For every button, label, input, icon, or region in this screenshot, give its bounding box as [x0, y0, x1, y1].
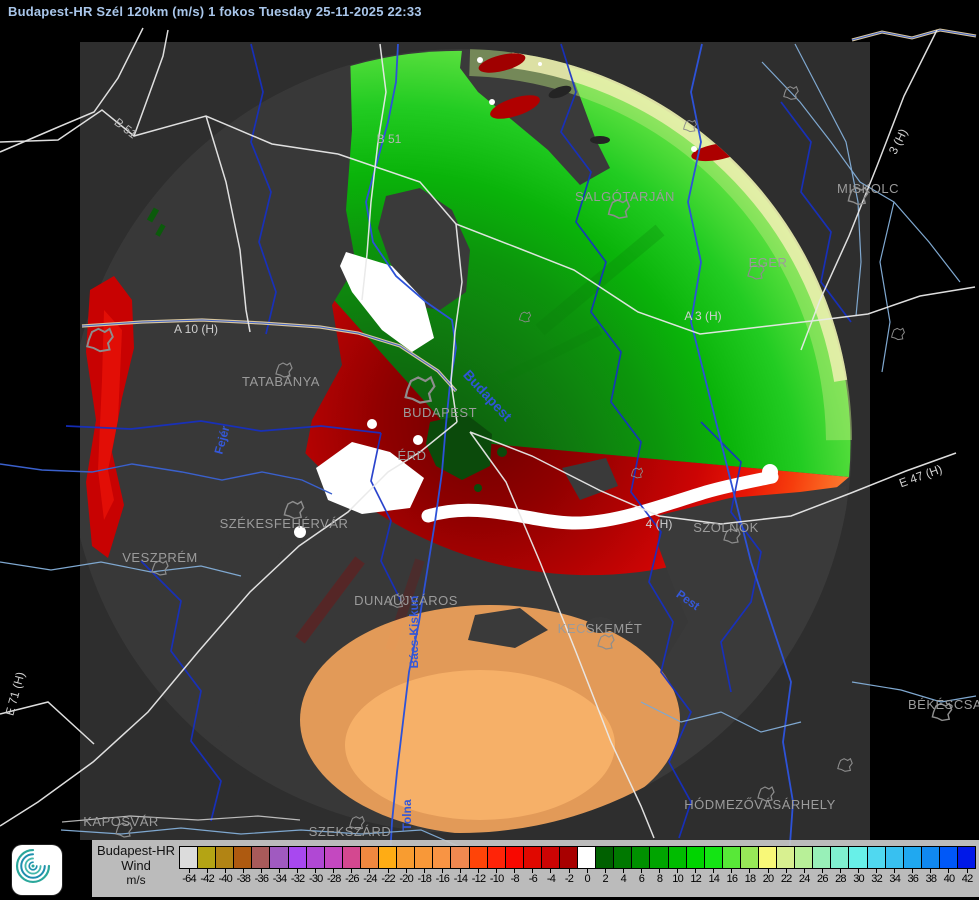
legend-step: -2 [558, 846, 579, 885]
city-label-szekesfehervar: SZÉKESFEHÉRVÁR [220, 516, 349, 531]
legend-step: 4 [613, 846, 633, 885]
legend-unit: m/s [126, 873, 146, 887]
legend-step: 14 [703, 846, 723, 885]
road-label-e71: E 71 (H) [2, 670, 27, 717]
legend-step: 42 [957, 846, 977, 885]
legend-step: 8 [649, 846, 669, 885]
legend-step: -30 [305, 846, 325, 885]
legend-parameter: Wind [121, 858, 151, 873]
legend-step: 40 [938, 846, 959, 885]
legend-step: 30 [848, 846, 868, 885]
legend-step: 2 [595, 846, 615, 885]
legend-step: -14 [450, 846, 470, 885]
region-label-tolna: Tolna [400, 799, 414, 830]
city-label-szolnok: SZOLNOK [693, 520, 759, 535]
legend-step: 28 [830, 846, 850, 885]
city-label-kaposvar: KAPOSVÁR [83, 814, 159, 829]
legend-step: -28 [323, 846, 343, 885]
legend-step: -34 [269, 846, 289, 885]
city-label-bekescsaba: BÉKÉSCSABA [908, 697, 979, 712]
road-label-a3: A 3 (H) [684, 309, 721, 323]
legend-step: -10 [486, 846, 506, 885]
road-label-4h: 4 (H) [646, 517, 673, 531]
legend-step: -36 [251, 846, 271, 885]
legend-step: -42 [197, 846, 217, 885]
legend-step: 26 [812, 846, 832, 885]
legend-step: 12 [685, 846, 705, 885]
legend-step: 24 [794, 846, 814, 885]
met-logo [12, 845, 62, 895]
legend-step: 38 [920, 846, 940, 885]
city-labels: SALGÓTARJÁN MISKOLC EGER TATABÁNYA BUDAP… [83, 181, 979, 839]
legend-step: -38 [233, 846, 253, 885]
legend-step: 36 [902, 846, 922, 885]
legend-product-block: Budapest-HR Wind m/s [92, 843, 180, 888]
legend-step: 34 [884, 846, 904, 885]
legend-product-name: Budapest-HR [96, 843, 176, 858]
legend-step: 18 [739, 846, 759, 885]
legend-step: -64 [179, 846, 199, 885]
legend-scale: -64 -42 -40 -38 -36 -34 -32 -30 -28 -26 -24 -22 -20-… [179, 846, 977, 885]
legend-step: -12 [468, 846, 488, 885]
legend-step: -6 [522, 846, 542, 885]
city-label-miskolc: MISKOLC [837, 181, 899, 196]
legend-step: -32 [287, 846, 307, 885]
road-label-b51-north: B 51 [377, 132, 402, 146]
legend-step: -18 [414, 846, 434, 885]
legend-step: 10 [667, 846, 687, 885]
legend-step: 0 [577, 846, 597, 885]
city-label-eger: EGER [749, 255, 788, 270]
city-label-budapest: BUDAPEST [403, 405, 477, 420]
legend-step: -16 [432, 846, 452, 885]
legend-step: 20 [758, 846, 778, 885]
legend-step: -22 [378, 846, 398, 885]
legend-step: -24 [359, 846, 380, 885]
city-label-tatabanya: TATABÁNYA [242, 374, 320, 389]
city-label-salgotarjan: SALGÓTARJÁN [575, 189, 675, 204]
city-label-veszprem: VESZPRÉM [122, 550, 198, 565]
city-label-szekszard: SZEKSZÁRD [309, 824, 392, 839]
legend-step: -40 [215, 846, 235, 885]
map-area [80, 42, 870, 840]
legend-step: -20 [396, 846, 416, 885]
city-label-hodmezovasarhely: HÓDMEZŐVÁSÁRHELY [684, 797, 836, 812]
legend-step: 6 [631, 846, 651, 885]
legend-step: 32 [866, 846, 886, 885]
legend-bar: Budapest-HR Wind m/s -64 -42 -40 -38 -36 -34-… [92, 840, 979, 897]
legend-step: 16 [721, 846, 741, 885]
title-bar: Budapest-HR Szél 120km (m/s) 1 fokos Tue… [8, 4, 422, 19]
legend-step: 22 [776, 846, 796, 885]
city-label-erd: ÉRD [398, 448, 427, 463]
legend-step: -26 [341, 846, 361, 885]
city-label-kecskemet: KECSKEMÉT [558, 621, 643, 636]
region-label-bacs-kiskun: Bács-Kiskun [407, 596, 421, 669]
city-label-dunaujvaros: DUNAÚJVÁROS [354, 593, 458, 608]
road-label-a10: A 10 (H) [174, 322, 218, 336]
legend-step: -4 [540, 846, 560, 885]
spiral-icon [15, 848, 51, 884]
road-label-3h: 3 (H) [886, 126, 911, 156]
legend-step: -8 [504, 846, 524, 885]
